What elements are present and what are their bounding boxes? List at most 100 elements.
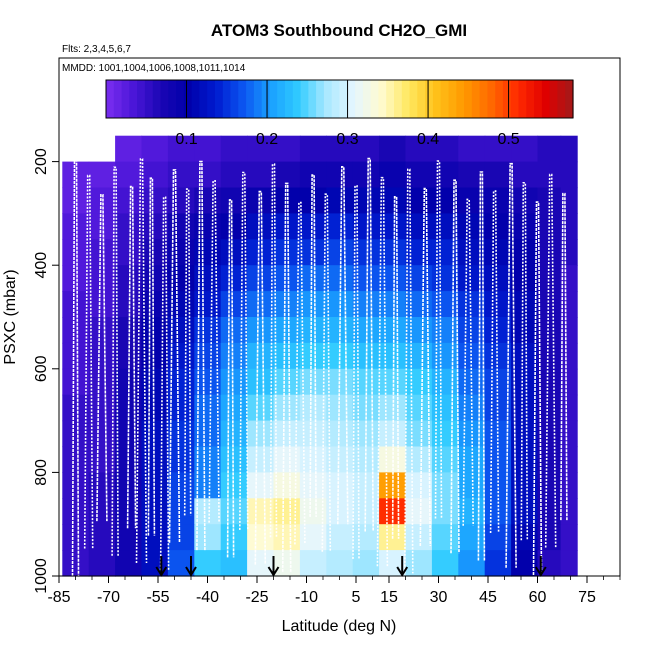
heatmap-cell	[560, 394, 578, 422]
colorbar-tick-label: 0.5	[497, 131, 519, 148]
heatmap-cell	[141, 368, 169, 396]
x-tick-label: 30	[430, 589, 448, 606]
x-tick-label: -85	[47, 589, 70, 606]
heatmap-cell	[484, 187, 512, 214]
colorbar-frame	[105, 79, 574, 119]
flights-note: Flts: 2,3,4,5,6,7	[62, 44, 131, 55]
heatmap-cell	[247, 239, 275, 266]
colorbar-segment	[222, 80, 232, 118]
heatmap-cell	[247, 265, 275, 292]
heatmap-cell	[62, 317, 90, 344]
flight-profile-trace	[477, 171, 486, 561]
heatmap-cell	[247, 550, 275, 577]
heatmap-cell	[511, 342, 539, 370]
x-tick-label: -40	[196, 589, 219, 606]
heatmap-cell	[379, 265, 407, 292]
heatmap-cell	[431, 135, 459, 163]
heatmap-cell	[458, 550, 486, 577]
colorbar-tick-label: 0.1	[175, 131, 197, 148]
colorbar-segment	[425, 80, 434, 118]
heatmap-cell	[405, 524, 433, 551]
colorbar-segment	[487, 80, 496, 118]
heatmap-cell	[247, 161, 275, 189]
heatmap-cell	[458, 317, 486, 344]
colorbar-segment	[518, 80, 527, 118]
heatmap-cell	[247, 394, 275, 422]
colorbar-segment	[253, 80, 263, 118]
heatmap-cell	[379, 291, 407, 318]
heatmap-cell	[62, 342, 90, 370]
heatmap-cell	[88, 239, 116, 266]
heatmap-cell	[115, 213, 143, 240]
flight-profile-trace	[111, 166, 119, 556]
marker-arrow-head	[155, 566, 168, 577]
flight-profile-trace	[309, 174, 317, 517]
colorbar-segment	[323, 80, 333, 118]
heatmap-cell	[115, 135, 143, 163]
heatmap-cell	[484, 524, 512, 551]
colorbar-segment	[113, 80, 123, 118]
flight-profile-trace	[226, 199, 235, 558]
x-tick-label: 45	[479, 589, 497, 606]
heatmap-cell	[431, 524, 459, 551]
heatmap-cell	[194, 498, 222, 525]
y-tick-label: 800	[33, 459, 50, 486]
heatmap-cell	[326, 187, 354, 214]
colorbar-segment	[316, 80, 325, 118]
heatmap-cell	[194, 187, 222, 214]
heatmap-cell	[484, 317, 512, 344]
colorbar-segment	[152, 80, 162, 118]
colorbar-segment	[331, 80, 341, 118]
colorbar-segment	[549, 80, 558, 118]
flight-profile-trace	[168, 169, 181, 543]
heatmap-cell	[167, 213, 195, 240]
heatmap-cell	[431, 213, 459, 240]
flight-profile-trace	[269, 163, 278, 538]
heatmap-cell	[431, 161, 459, 189]
flight-profile-trace	[294, 201, 306, 545]
heatmap-cell	[247, 368, 275, 396]
heatmap-cell	[458, 187, 486, 214]
heatmap-cell	[88, 291, 116, 318]
heatmap-cell	[484, 265, 512, 292]
colorbar-segment	[510, 80, 520, 118]
heatmap-cell	[220, 213, 248, 240]
heatmap-cell	[88, 213, 116, 240]
flight-profile-trace	[364, 157, 374, 532]
colorbar-segment	[448, 80, 457, 118]
heatmap-cell	[379, 135, 407, 163]
y-tick-label: 400	[33, 252, 50, 279]
colorbar-segment	[370, 80, 379, 118]
y-tick-label: 1000	[33, 558, 50, 594]
colorbar-segment	[144, 80, 154, 118]
heatmap-cell	[247, 291, 275, 318]
colorbar-segment	[409, 80, 418, 118]
x-tick-label: -55	[146, 589, 169, 606]
flight-profile-trace	[281, 182, 292, 572]
heatmap-cell	[62, 291, 90, 318]
colorbar-segment	[534, 80, 543, 118]
heatmap-cell	[115, 291, 143, 318]
flight-profile-trace	[254, 190, 267, 565]
colorbar-segment	[176, 80, 185, 118]
heatmap-cell	[62, 187, 90, 214]
colorbar-segment	[347, 80, 356, 118]
heatmap-cell	[352, 524, 380, 551]
heatmap-cell	[88, 550, 116, 577]
heatmap-cell	[62, 394, 90, 422]
flight-profile-trace	[321, 193, 332, 552]
heatmap-cell	[484, 135, 512, 163]
heatmap-cell	[537, 265, 562, 292]
flight-profile-trace	[462, 198, 474, 526]
heatmap-cell	[458, 265, 486, 292]
flight-profile-trace	[208, 180, 220, 523]
heatmap-cell	[141, 550, 169, 577]
colorbar-segment	[495, 80, 504, 118]
colorbar-segment	[339, 80, 348, 118]
heatmap-cell	[247, 317, 275, 344]
colorbar-segment	[502, 80, 512, 118]
heatmap-cell	[537, 394, 562, 422]
colorbar-segment	[269, 80, 278, 118]
heatmap-cell	[273, 317, 301, 344]
